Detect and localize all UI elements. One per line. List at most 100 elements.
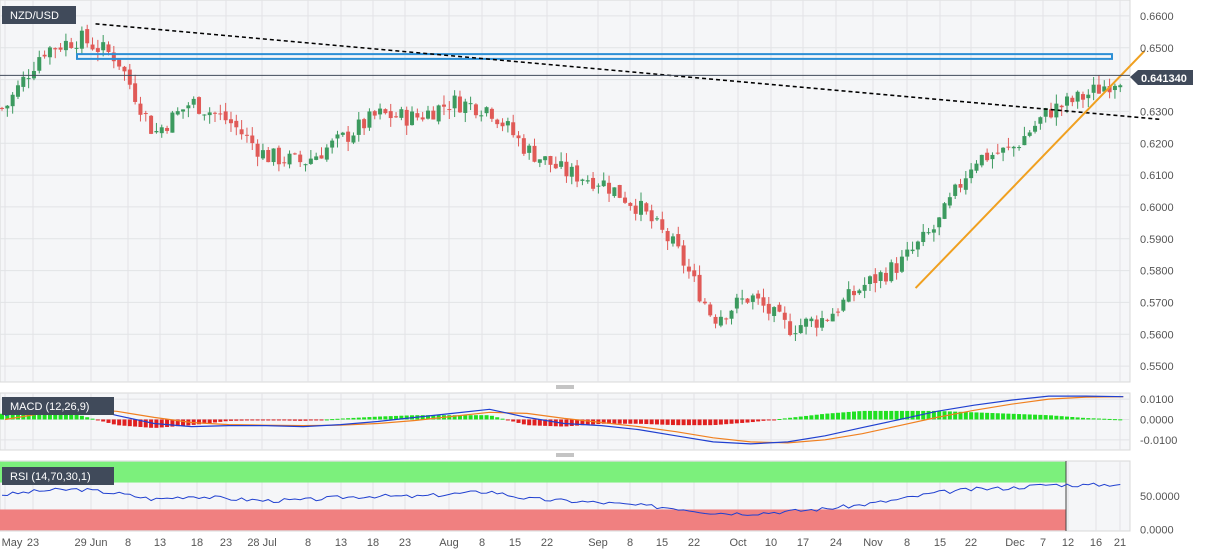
time-tick-label: 22: [965, 537, 977, 549]
macd-histogram-bar: [628, 419, 633, 424]
macd-histogram-bar: [122, 419, 127, 426]
macd-histogram-bar: [473, 415, 478, 420]
candle-body: [218, 113, 223, 115]
macd-histogram-bar: [788, 417, 793, 420]
macd-histogram-bar: [330, 419, 335, 421]
macd-resize-handle[interactable]: [556, 385, 574, 389]
candle-body: [846, 289, 851, 302]
macd-histogram-bar: [372, 416, 377, 420]
candle-body: [777, 304, 782, 312]
candle-body: [69, 42, 74, 48]
macd-histogram-bar: [953, 411, 958, 420]
candle-body: [117, 59, 122, 67]
candle-body: [1059, 105, 1064, 108]
candle-body: [21, 76, 26, 87]
macd-histogram-bar: [260, 419, 265, 421]
candle-body: [394, 116, 399, 118]
price-tick-label: 0.5600: [1140, 329, 1174, 341]
macd-histogram-bar: [287, 419, 292, 421]
candle-body: [985, 152, 990, 161]
macd-histogram-bar: [585, 419, 590, 425]
time-axis-labels: May 23 29 Jun 8 13 18 23 28 Jul 8 13 18 23 Aug 8 15 22 S…: [2, 537, 1127, 549]
price-axis-labels: 0.66000.65000.64000.63000.62000.61000.60…: [1140, 11, 1174, 373]
candle-body: [159, 127, 164, 134]
candle-body: [372, 111, 377, 116]
candle-body: [292, 153, 297, 155]
candle-body: [346, 131, 351, 142]
downtrend-line: [95, 23, 1161, 121]
symbol-title: NZD/USD: [10, 10, 59, 22]
macd-histogram-bar: [106, 419, 111, 423]
macd-histogram-bar: [356, 417, 361, 420]
macd-histogram-bar: [378, 416, 383, 420]
macd-histogram-bar: [1033, 414, 1038, 420]
macd-histogram-bar: [1027, 414, 1032, 420]
macd-histogram-bar: [218, 419, 223, 422]
candle-body: [729, 310, 734, 319]
time-tick-label: Aug: [439, 537, 459, 549]
time-tick-label: 23: [27, 537, 39, 549]
candle-body: [79, 30, 84, 49]
macd-histogram-bar: [905, 410, 910, 420]
candle-body: [63, 40, 68, 51]
macd-histogram-bar: [197, 419, 202, 425]
macd-title: MACD (12,26,9): [10, 401, 89, 413]
candle-body: [857, 290, 862, 294]
macd-histogram-bar: [90, 418, 95, 420]
macd-histogram-bar: [1118, 419, 1123, 421]
macd-histogram-bar: [713, 419, 718, 425]
candle-body: [133, 83, 138, 102]
candle-body: [74, 47, 79, 49]
macd-histogram-bar: [346, 418, 351, 420]
candle-body: [468, 103, 473, 105]
candle-body: [5, 105, 10, 109]
candle-body: [745, 298, 750, 303]
candle-body: [15, 85, 20, 97]
macd-histogram-bar: [564, 419, 569, 427]
candle-body: [963, 178, 968, 190]
time-tick-label: 15: [509, 537, 521, 549]
candle-body: [207, 112, 212, 116]
candle-body: [905, 249, 910, 257]
candle-body: [942, 203, 947, 219]
candle-body: [378, 108, 383, 115]
rsi-overbought-band: [0, 461, 1066, 483]
candle-body: [740, 298, 745, 300]
candle-body: [910, 249, 915, 252]
rsi-resize-handle[interactable]: [556, 453, 574, 457]
time-tick-label: 24: [830, 537, 842, 549]
macd-histogram-bar: [74, 414, 79, 420]
candle-body: [649, 210, 654, 222]
candle-body: [878, 272, 883, 281]
candle-body: [1118, 85, 1123, 88]
time-tick-label: 8: [479, 537, 485, 549]
macd-histogram-bar: [836, 412, 841, 420]
rsi-line: [1, 482, 1121, 516]
macd-histogram-bar: [804, 415, 809, 420]
macd-histogram-bar: [0, 413, 4, 420]
candle-body: [85, 29, 90, 44]
candle-body: [873, 274, 878, 284]
candle-body: [415, 113, 420, 118]
candle-body: [836, 311, 841, 313]
time-tick-label: 16: [1090, 537, 1102, 549]
macd-histogram-bar: [692, 419, 697, 426]
candle-body: [154, 131, 159, 133]
time-tick-label: Oct: [729, 537, 746, 549]
candle-body: [1096, 84, 1101, 94]
rsi-tick-label: 50.0000: [1140, 491, 1180, 503]
time-tick-label: 29 Jun: [74, 537, 107, 549]
macd-histogram-bar: [745, 419, 750, 423]
candle-body: [308, 158, 313, 164]
macd-histogram-bar: [207, 419, 212, 424]
macd-histogram-bar: [1001, 413, 1006, 420]
candle-body: [1070, 97, 1075, 103]
candle-body: [479, 115, 484, 117]
macd-histogram-bar: [734, 419, 739, 424]
candle-body: [463, 101, 468, 113]
candle-body: [596, 185, 601, 187]
macd-histogram-bar: [1059, 416, 1064, 420]
macd-histogram-bar: [740, 419, 745, 423]
candle-body: [575, 165, 580, 182]
macd-histogram-bar: [639, 419, 643, 424]
